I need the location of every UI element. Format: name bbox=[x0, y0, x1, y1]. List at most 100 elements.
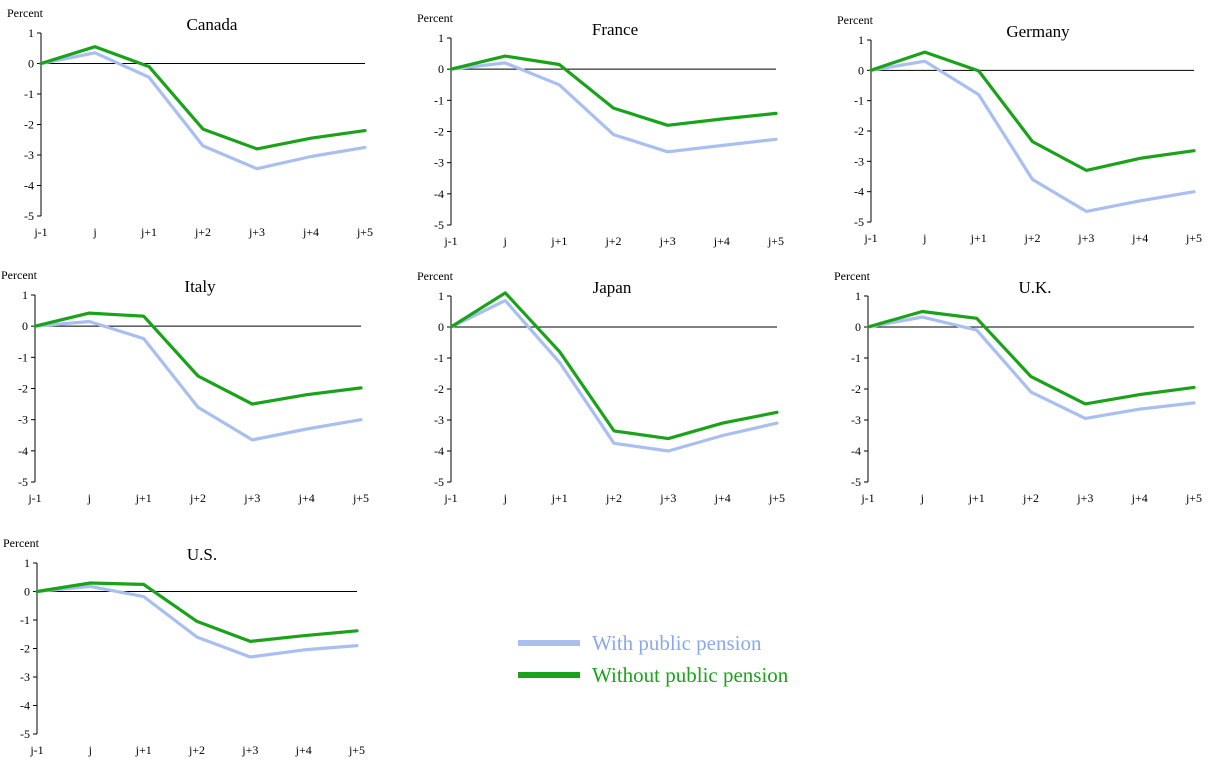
y-tick-label: -4 bbox=[854, 185, 864, 199]
x-tick-label: j-1 bbox=[863, 231, 877, 245]
y-tick-label: 1 bbox=[855, 289, 861, 303]
x-tick-label: j+5 bbox=[767, 234, 784, 248]
x-tick-label: j-1 bbox=[443, 491, 457, 505]
legend-item-with: With public pension bbox=[518, 630, 761, 656]
x-tick-label: j+4 bbox=[714, 491, 731, 505]
y-tick-label: -1 bbox=[20, 613, 30, 627]
y-tick-label: 1 bbox=[438, 289, 444, 303]
y-tick-label: -1 bbox=[434, 351, 444, 365]
x-tick-label: j+1 bbox=[550, 234, 567, 248]
panel-title: U.K. bbox=[1018, 278, 1051, 297]
x-tick-label: j+2 bbox=[605, 491, 622, 505]
y-tick-label: 0 bbox=[858, 63, 864, 77]
y-tick-label: 1 bbox=[438, 31, 444, 45]
y-tick-label: -2 bbox=[854, 124, 864, 138]
y-tick-label: 0 bbox=[438, 320, 444, 334]
y-tick-label: -4 bbox=[851, 444, 861, 458]
x-tick-label: j+5 bbox=[1185, 491, 1202, 505]
y-tick-label: -1 bbox=[854, 94, 864, 108]
legend-item-without: Without public pension bbox=[518, 662, 788, 688]
x-tick-label: j+4 bbox=[1131, 231, 1148, 245]
y-tick-label: -2 bbox=[24, 118, 34, 132]
x-tick-label: j+2 bbox=[194, 225, 211, 239]
y-tick-label: -3 bbox=[434, 413, 444, 427]
y-tick-label: -5 bbox=[24, 209, 34, 223]
series-line-with-public-pension bbox=[866, 315, 1196, 420]
y-tick-label: -4 bbox=[24, 179, 34, 193]
y-tick-label: 0 bbox=[438, 62, 444, 76]
y-tick-label: 1 bbox=[28, 26, 34, 40]
x-tick-label: j-1 bbox=[860, 491, 874, 505]
x-tick-label: j+1 bbox=[551, 491, 568, 505]
series-line-without-public-pension bbox=[449, 291, 779, 441]
x-tick-label: j-1 bbox=[443, 234, 457, 248]
panel-title: Japan bbox=[593, 278, 632, 297]
y-tick-label: -5 bbox=[434, 475, 444, 489]
legend-label-without: Without public pension bbox=[592, 662, 789, 687]
x-tick-label: j+4 bbox=[302, 225, 319, 239]
panel-title: Italy bbox=[184, 277, 216, 296]
series-line-with-public-pension bbox=[449, 61, 778, 154]
x-tick-label: j bbox=[503, 491, 507, 505]
x-tick-label: j+3 bbox=[659, 491, 676, 505]
y-tick-label: -5 bbox=[20, 727, 30, 741]
x-tick-label: j+2 bbox=[188, 743, 205, 757]
y-tick-label: 0 bbox=[22, 319, 28, 333]
unit-label: Percent bbox=[837, 13, 874, 27]
unit-label: Percent bbox=[1, 268, 38, 282]
x-tick-label: j bbox=[87, 491, 91, 505]
x-tick-label: j+3 bbox=[241, 743, 258, 757]
x-tick-label: j+1 bbox=[968, 491, 985, 505]
series-line-with-public-pension bbox=[39, 51, 367, 171]
unit-label: Percent bbox=[7, 6, 44, 20]
y-tick-label: 0 bbox=[28, 57, 34, 71]
y-tick-label: -3 bbox=[851, 413, 861, 427]
y-tick-label: 1 bbox=[24, 556, 30, 570]
y-tick-label: -1 bbox=[18, 350, 28, 364]
panel-title: Germany bbox=[1006, 22, 1070, 41]
x-tick-label: j bbox=[92, 225, 96, 239]
series-line-with-public-pension bbox=[35, 584, 359, 659]
y-tick-label: -2 bbox=[434, 382, 444, 396]
x-tick-label: j+3 bbox=[243, 491, 260, 505]
y-tick-label: -2 bbox=[20, 642, 30, 656]
x-tick-label: j+3 bbox=[659, 234, 676, 248]
x-tick-label: j+3 bbox=[1077, 231, 1094, 245]
y-tick-label: -4 bbox=[18, 444, 28, 458]
legend: With public pension Without public pensi… bbox=[518, 628, 878, 690]
y-tick-label: -3 bbox=[24, 148, 34, 162]
panel-title: Canada bbox=[187, 15, 238, 34]
y-tick-label: -4 bbox=[20, 699, 30, 713]
y-tick-label: 0 bbox=[855, 320, 861, 334]
series-line-with-public-pension bbox=[33, 319, 363, 442]
y-tick-label: 1 bbox=[22, 288, 28, 302]
x-tick-label: j+5 bbox=[352, 491, 369, 505]
panel-title: France bbox=[592, 20, 638, 39]
x-tick-label: j-1 bbox=[27, 491, 41, 505]
y-tick-label: 1 bbox=[858, 33, 864, 47]
panel-title: U.S. bbox=[187, 545, 217, 564]
x-tick-label: j+2 bbox=[1023, 231, 1040, 245]
y-tick-label: -3 bbox=[854, 154, 864, 168]
x-tick-label: j+4 bbox=[1131, 491, 1148, 505]
legend-label-with: With public pension bbox=[592, 630, 762, 655]
y-tick-label: -1 bbox=[851, 351, 861, 365]
y-tick-label: -3 bbox=[20, 670, 30, 684]
y-tick-label: -1 bbox=[434, 93, 444, 107]
unit-label: Percent bbox=[3, 536, 40, 550]
x-tick-label: j+3 bbox=[1076, 491, 1093, 505]
series-line-without-public-pension bbox=[33, 311, 363, 406]
x-tick-label: j+5 bbox=[768, 491, 785, 505]
x-tick-label: j bbox=[920, 491, 924, 505]
series-line-with-public-pension bbox=[449, 299, 779, 453]
x-tick-label: j+5 bbox=[348, 743, 365, 757]
y-tick-label: -1 bbox=[24, 87, 34, 101]
unit-label: Percent bbox=[834, 269, 871, 283]
x-tick-label: j bbox=[502, 234, 506, 248]
series-line-with-public-pension bbox=[869, 59, 1196, 213]
legend-swatch-with bbox=[518, 640, 580, 646]
x-tick-label: j+1 bbox=[970, 231, 987, 245]
x-tick-label: j+1 bbox=[140, 225, 157, 239]
x-tick-label: j+4 bbox=[298, 491, 315, 505]
